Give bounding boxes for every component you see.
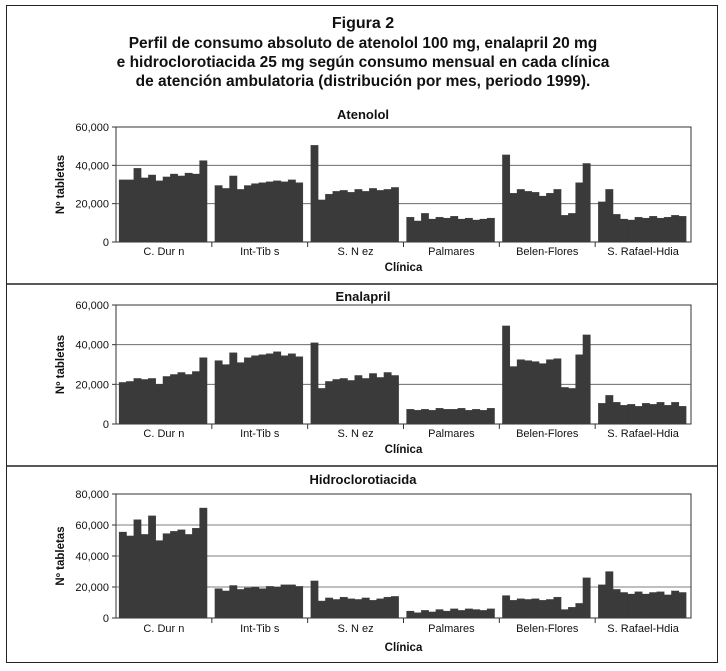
figure-title-line-2: e hidroclorotiacida 25 mg según consumo … [116,54,610,71]
figure-title-line-3: de atención ambulatoria (distribución po… [135,73,591,90]
figure-frame: Figura 2 Perfil de consumo absoluto de a… [6,5,718,663]
figure-label: Figura 2 [331,15,395,32]
figure-title-line-1: Perfil de consumo absoluto de atenolol 1… [128,35,598,52]
figure-header: Figura 2 Perfil de consumo absoluto de a… [7,14,719,91]
